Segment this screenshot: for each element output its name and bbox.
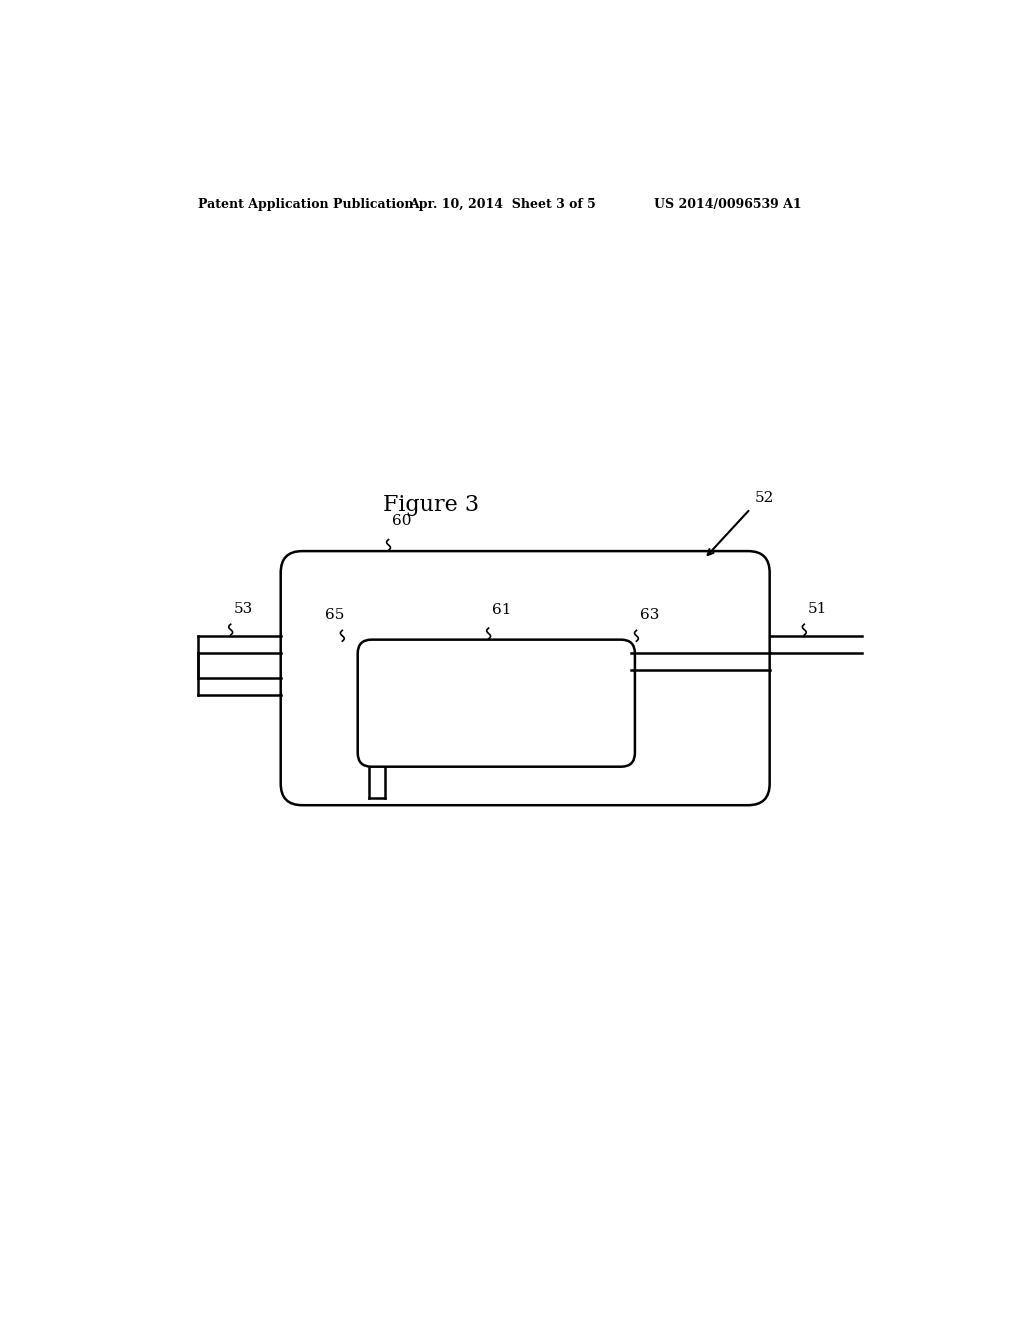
Text: 61: 61: [492, 602, 511, 616]
Text: 60: 60: [391, 513, 411, 528]
Text: 53: 53: [233, 602, 253, 615]
Text: 63: 63: [640, 609, 658, 622]
Text: 65: 65: [326, 609, 345, 622]
Text: Figure 3: Figure 3: [383, 495, 479, 516]
Text: Apr. 10, 2014  Sheet 3 of 5: Apr. 10, 2014 Sheet 3 of 5: [410, 198, 596, 211]
Text: 51: 51: [807, 602, 826, 615]
Text: 52: 52: [755, 491, 774, 506]
Text: US 2014/0096539 A1: US 2014/0096539 A1: [654, 198, 802, 211]
Text: Patent Application Publication: Patent Application Publication: [199, 198, 414, 211]
